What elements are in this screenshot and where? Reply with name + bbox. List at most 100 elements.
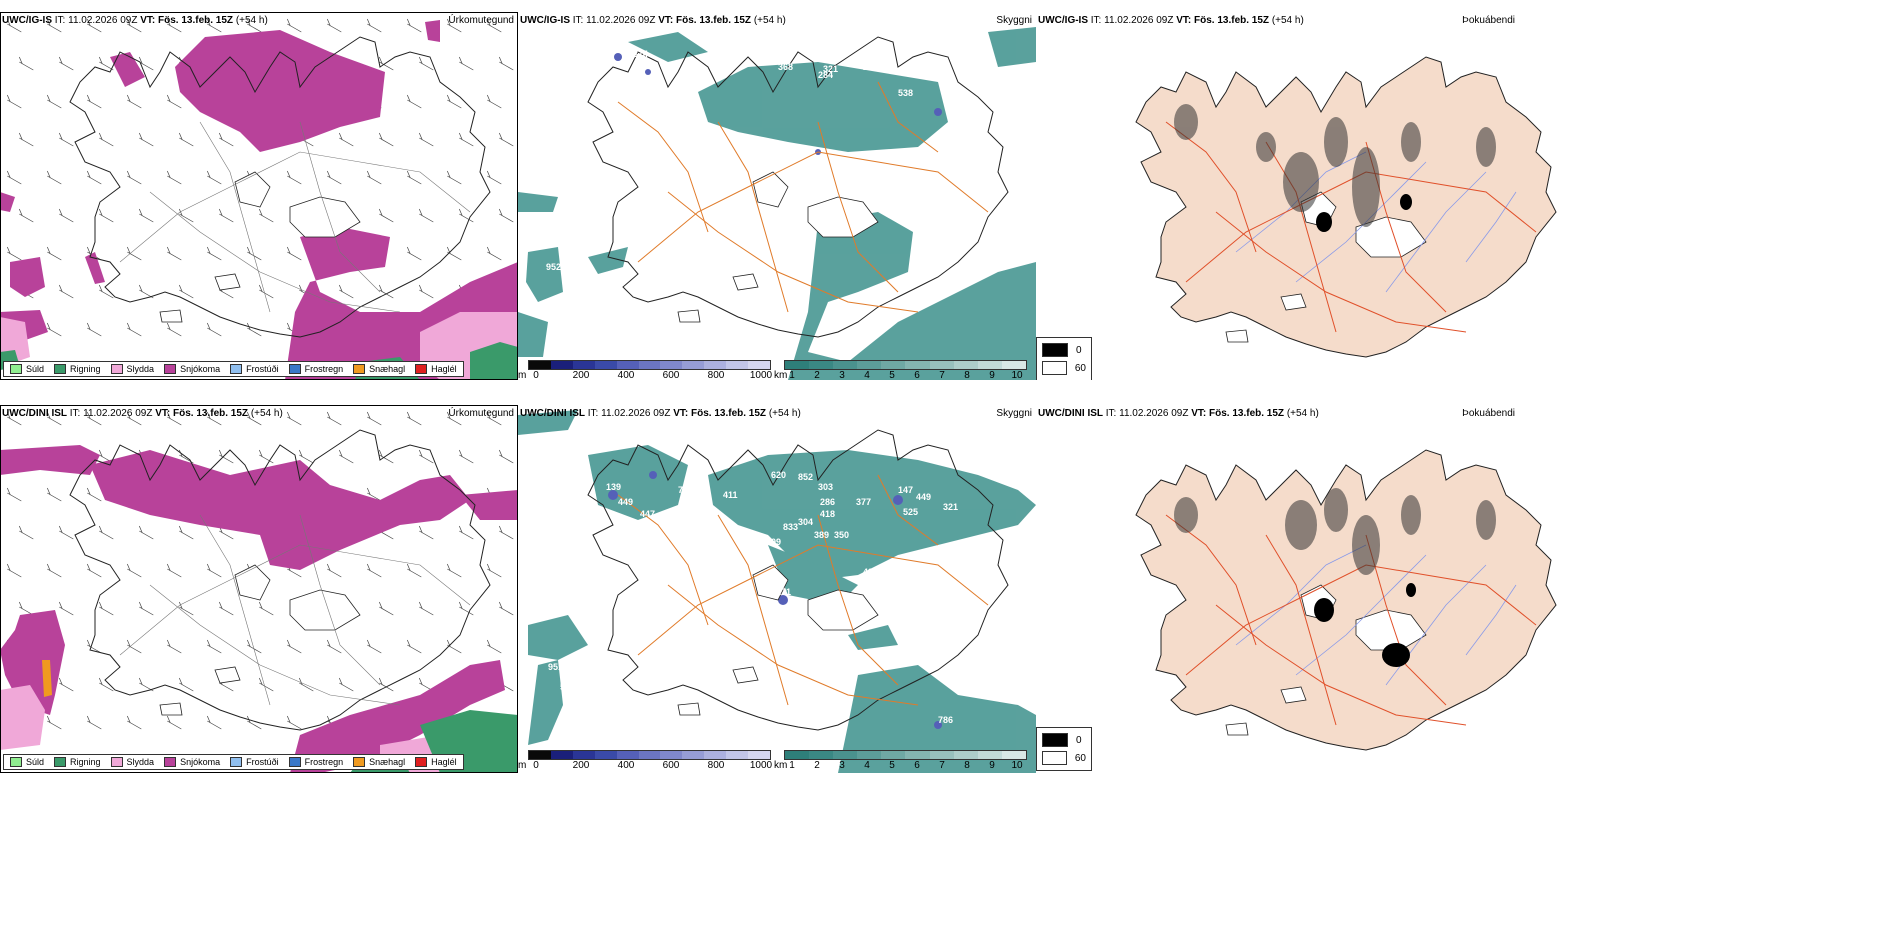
visibility-value-label: 786 (938, 715, 953, 725)
wind-barb (46, 322, 62, 337)
legend-label: Rigning (70, 757, 101, 767)
wind-barb (418, 601, 434, 616)
wind-barb (378, 208, 394, 223)
colorbar-segment (704, 361, 727, 369)
panel-header: UWC/DINI ISL IT: 11.02.2026 09Z VT: Fös.… (2, 408, 283, 419)
wind-barb (406, 639, 422, 654)
panel-title-precip: Úrkomutegund (448, 408, 514, 419)
wind-barb (486, 94, 502, 109)
visibility-value-label: 418 (820, 509, 835, 519)
model-name: UWC/DINI ISL (2, 408, 67, 419)
legend-label: Haglél (431, 757, 457, 767)
legend-swatch (10, 757, 22, 767)
wind-barb (366, 18, 382, 33)
wind-barb (206, 322, 222, 337)
legend-item: Súld (10, 757, 44, 767)
wind-barb (46, 18, 62, 33)
wind-barb (366, 411, 382, 426)
colorbar-segment (833, 361, 858, 369)
colorbar-unit: m (518, 760, 527, 771)
legend-swatch (288, 757, 301, 767)
precip-legend: Súld Rigning Slydda Snjókoma Frostúði Frostre… (3, 361, 464, 377)
wind-barb (378, 56, 394, 71)
visibility-value-label: 374 (633, 49, 648, 59)
wind-barb (246, 246, 262, 261)
visibility-value-label: 377 (856, 497, 871, 507)
precip-panel-row2: UWC/DINI ISL IT: 11.02.2026 09Z VT: Fös.… (0, 405, 518, 773)
visibility-value-label: 525 (903, 507, 918, 517)
wind-barb (446, 639, 462, 654)
glacier-outline (159, 702, 183, 716)
legend-item: Rigning (54, 757, 101, 767)
visibility-value-label: 833 (783, 522, 798, 532)
wind-barb (178, 677, 194, 692)
wind-barb (86, 170, 102, 185)
wind-barb (18, 525, 34, 540)
model-name: UWC/IG-IS (1038, 15, 1088, 26)
colorbar-unit: km (774, 370, 788, 380)
ceiling-colorbar: m 0 200 400 600 800 1000 (518, 750, 773, 772)
colorbar-segment (953, 361, 978, 369)
wind-barb (486, 563, 502, 578)
colorbar-tick: 1000 (749, 370, 773, 380)
legend-label: Snæhagl (369, 757, 406, 767)
wind-barb (246, 639, 262, 654)
colorbar-segment (529, 361, 551, 369)
wind-barb (286, 639, 302, 654)
visibility-value-label: 109 (533, 304, 548, 314)
glacier-outline (1280, 686, 1307, 704)
visibility-value-label: 224 (863, 62, 878, 72)
visibility-value-label: 620 (771, 470, 786, 480)
wind-barb (418, 525, 434, 540)
vt-label: VT: (1191, 408, 1207, 419)
wind-barb (138, 208, 154, 223)
colorbar-segment (929, 751, 954, 759)
wind-barb (138, 601, 154, 616)
wind-barb (206, 563, 222, 578)
wind-barb (338, 284, 354, 299)
wind-barb (86, 411, 102, 426)
colorbar-segment (594, 751, 617, 759)
legend-swatch (164, 757, 177, 767)
legend-swatch (230, 757, 243, 767)
glacier-outline (234, 564, 271, 601)
colorbar-tick: 9 (989, 760, 995, 771)
fog-legend-value: 60 (1074, 752, 1086, 764)
wind-barb (486, 411, 502, 426)
lead-time: (+54 h) (768, 408, 801, 419)
wind-barb (58, 208, 74, 223)
colorbar-tick: 800 (707, 760, 725, 771)
colorbar-tick: 1 (789, 370, 795, 380)
it-value: 11.02.2026 09Z (1104, 15, 1174, 26)
visibility-value-label: 389 (814, 530, 829, 540)
colorbar-tick: 8 (964, 370, 970, 380)
it-label: IT: (587, 408, 599, 419)
wind-barb (378, 601, 394, 616)
snow-pellet-area (42, 660, 52, 697)
wind-barb (206, 639, 222, 654)
wind-barb (326, 563, 342, 578)
wind-barb (486, 246, 502, 261)
colorbar-tick: 1000 (749, 760, 773, 771)
wind-barb (206, 715, 222, 730)
wind-barb (326, 639, 342, 654)
coastline (587, 429, 1009, 731)
glacier-outline (1280, 293, 1307, 311)
wind-barb (446, 94, 462, 109)
colorbar-segment (857, 361, 882, 369)
wind-barb (58, 56, 74, 71)
wind-barb (258, 449, 274, 464)
colorbar-segment (572, 751, 595, 759)
wind-barb (446, 411, 462, 426)
visibility-panel-row2: 531 139 449 447 744 411 852 620 303 286 418 377 147 4… (518, 405, 1036, 773)
coastline (69, 36, 491, 338)
wind-barb (286, 411, 302, 426)
it-label: IT: (572, 15, 584, 26)
colorbar-tick: 5 (889, 760, 895, 771)
wind-barb (258, 284, 274, 299)
legend-label: Snjókoma (180, 757, 221, 767)
legend-item: Frostúði (230, 757, 279, 767)
wind-barb (486, 170, 502, 185)
model-name: UWC/DINI ISL (1038, 408, 1103, 419)
legend-item: Snjókoma (164, 757, 220, 767)
